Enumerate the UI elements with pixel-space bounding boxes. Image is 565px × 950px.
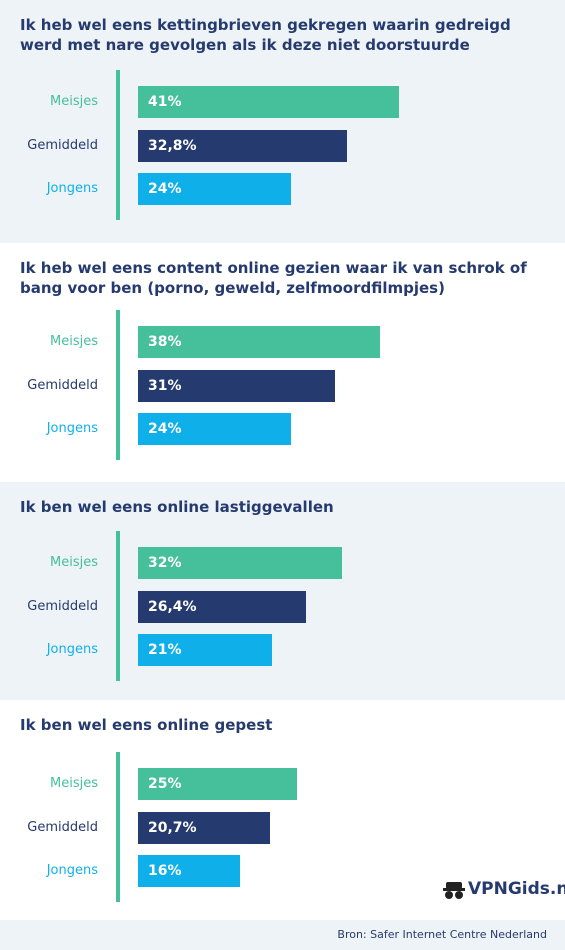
logo-icon: [443, 882, 465, 899]
category-label: Meisjes: [50, 776, 98, 791]
category-label: Gemiddeld: [27, 819, 98, 835]
bar: [138, 634, 272, 666]
bar: [138, 811, 270, 844]
value-label: 31%: [148, 377, 182, 394]
category-label: Jongens: [46, 181, 98, 196]
category-label: Meisjes: [50, 94, 98, 109]
chart-title: Ik heb wel eens kettingbrieven gekregen …: [20, 16, 511, 54]
bar: [138, 86, 400, 118]
chart-section: Ik heb wel eens content online gezien wa…: [0, 243, 565, 482]
category-label: Jongens: [46, 863, 98, 878]
footer: Bron: Safer Internet Centre Nederland: [0, 920, 565, 950]
category-label: Jongens: [46, 421, 98, 436]
value-label: 24%: [148, 421, 182, 437]
category-label: Meisjes: [50, 555, 98, 570]
axis-line: [116, 70, 120, 220]
bar: [138, 768, 298, 800]
value-label: 16%: [148, 863, 182, 879]
bar: [138, 547, 342, 579]
chart-title: Ik ben wel eens online lastiggevallen: [20, 498, 334, 516]
bar: [138, 129, 347, 162]
value-label: 41%: [148, 94, 182, 110]
axis-line: [116, 531, 120, 681]
value-label: 24%: [148, 181, 182, 197]
axis-line: [116, 752, 120, 902]
value-label: 20,7%: [148, 819, 197, 836]
bar: [138, 173, 291, 205]
value-label: 26,4%: [148, 598, 197, 615]
bar: [138, 326, 381, 358]
value-label: 38%: [148, 334, 182, 350]
category-label: Meisjes: [50, 334, 98, 349]
category-label: Gemiddeld: [27, 377, 98, 393]
bar: [138, 369, 336, 402]
category-label: Jongens: [46, 642, 98, 657]
value-label: 32%: [148, 555, 182, 571]
value-label: 32,8%: [148, 137, 197, 154]
bar: [138, 855, 240, 887]
chart-title: Ik heb wel eens content online gezien wa…: [20, 259, 527, 297]
bar: [138, 590, 307, 623]
chart-section: Ik ben wel eens online gepest Meisjes 25% G…: [0, 700, 565, 920]
source: Bron: Safer Internet Centre Nederland: [337, 928, 547, 941]
logo: VPNGids.nl: [468, 879, 565, 899]
bar: [138, 413, 291, 445]
category-label: Gemiddeld: [27, 137, 98, 153]
chart-section: Ik heb wel eens kettingbrieven gekregen …: [0, 0, 565, 243]
chart-section: Ik ben wel eens online lastiggevallen Mei…: [0, 482, 565, 700]
category-label: Gemiddeld: [27, 598, 98, 614]
chart-title: Ik ben wel eens online gepest: [20, 716, 273, 734]
value-label: 25%: [148, 776, 182, 792]
axis-line: [116, 310, 120, 460]
value-label: 21%: [148, 642, 182, 658]
